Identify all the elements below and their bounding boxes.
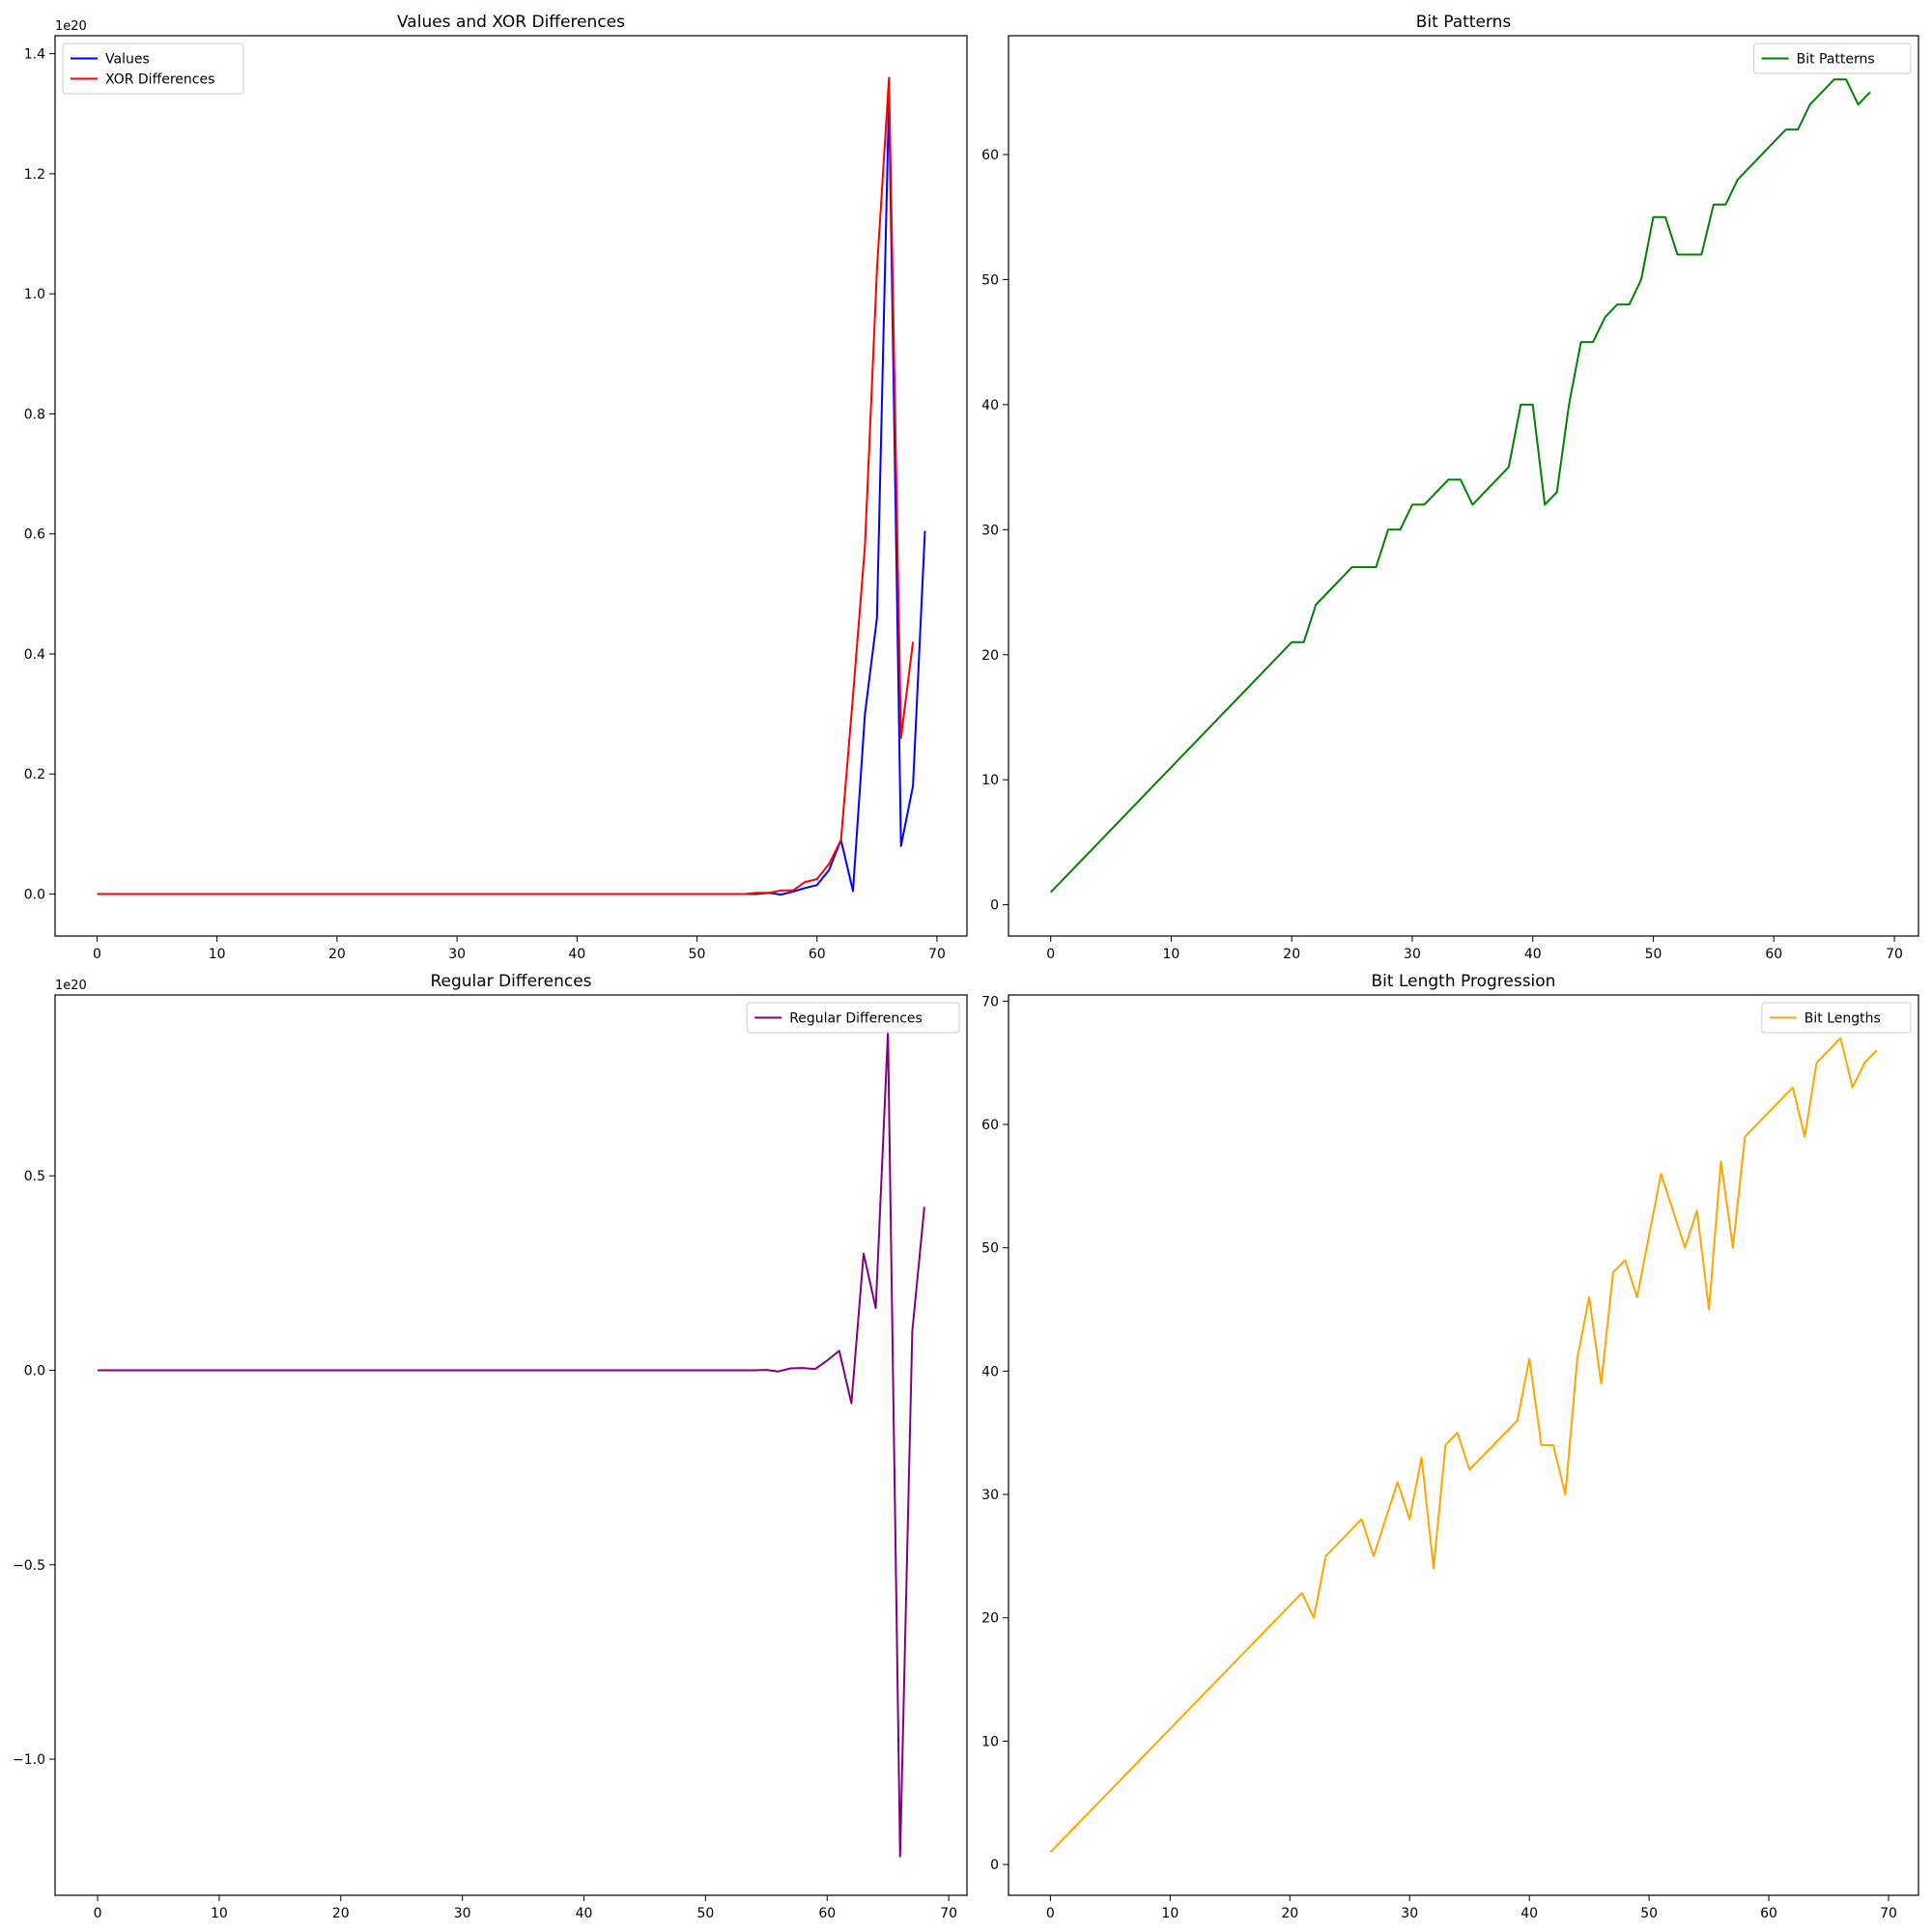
legend-box <box>1753 43 1912 74</box>
x-tick-label: 50 <box>1640 1906 1658 1921</box>
x-tick-label: 20 <box>1281 1906 1298 1921</box>
axis-offset-label: 1e20 <box>55 979 87 993</box>
x-tick-label: 10 <box>211 1906 228 1921</box>
y-tick-label: 0.2 <box>24 767 45 782</box>
y-tick-label: 0 <box>990 1858 999 1873</box>
axes-frame <box>54 35 968 937</box>
chart-title: Bit Patterns <box>1416 13 1512 32</box>
subplot-3: Regular Differences 1e20 0 10 20 30 40 50 60 70 −1… <box>13 972 968 1921</box>
y-tick-label: 1.0 <box>24 287 45 302</box>
x-tick-label: 60 <box>818 1906 836 1921</box>
subplot-2: Bit Patterns 0 10 20 30 40 50 60 70 0 10 20 30 40 50 60… <box>981 13 1919 962</box>
y-tick-label: 0.0 <box>24 888 45 903</box>
legend-label: Bit Lengths <box>1804 1011 1881 1027</box>
y-tick-label: 50 <box>981 1241 999 1257</box>
subplot-1: Values and XOR Differences 1e20 0 10 20 30 40 5… <box>24 13 968 962</box>
y-tick-label: 40 <box>981 1364 999 1379</box>
legend-box <box>746 1002 960 1034</box>
legend-label: Values <box>105 52 150 68</box>
x-tick-label: 0 <box>1046 1906 1055 1921</box>
y-tick-label: 1.2 <box>24 167 45 183</box>
x-tick-label: 10 <box>1163 947 1180 962</box>
chart-title: Regular Differences <box>430 972 591 991</box>
legend-label: XOR Differences <box>105 72 214 88</box>
x-tick-label: 20 <box>328 947 346 962</box>
x-tick-label: 40 <box>576 1906 593 1921</box>
y-tick-label: 30 <box>981 1488 999 1503</box>
x-tick-label: 70 <box>928 947 946 962</box>
series-line-values <box>97 95 926 896</box>
legend: Bit Patterns <box>1753 43 1912 74</box>
legend: Regular Differences <box>746 1002 960 1034</box>
x-tick-label: 20 <box>332 1906 350 1921</box>
y-tick-label: 10 <box>981 1734 999 1749</box>
series-line-xor-differences <box>97 76 915 895</box>
y-tick-label: 0.5 <box>24 1169 45 1184</box>
x-tick-label: 70 <box>1880 1906 1897 1921</box>
axes-frame <box>1008 994 1919 1896</box>
x-tick-label: 60 <box>809 947 826 962</box>
y-tick-label: −0.5 <box>13 1558 45 1574</box>
legend-box <box>62 43 244 95</box>
legend-label: Regular Differences <box>789 1011 923 1027</box>
x-tick-label: 40 <box>1524 947 1542 962</box>
x-tick-label: 30 <box>454 1906 471 1921</box>
series-line-regular-differences <box>98 1031 925 1858</box>
x-tick-label: 70 <box>1886 947 1903 962</box>
x-tick-label: 30 <box>448 947 466 962</box>
y-tick-label: 20 <box>981 1611 999 1627</box>
x-tick-label: 0 <box>1046 947 1055 962</box>
y-tick-label: 10 <box>981 773 999 788</box>
y-tick-label: −1.0 <box>13 1752 45 1768</box>
x-tick-label: 30 <box>1401 1906 1418 1921</box>
subplot-4: Bit Length Progression 0 10 20 30 40 50 60 70 0 10… <box>981 972 1919 1921</box>
x-tick-label: 40 <box>1520 1906 1538 1921</box>
x-tick-label: 50 <box>696 1906 714 1921</box>
y-tick-label: 0.6 <box>24 527 45 543</box>
x-tick-label: 60 <box>1765 947 1782 962</box>
y-tick-label: 60 <box>981 148 999 163</box>
legend: Values XOR Differences <box>62 43 244 95</box>
series-line-bit-lengths <box>1049 1037 1878 1853</box>
y-tick-label: 40 <box>981 398 999 413</box>
y-tick-label: 0 <box>990 898 999 914</box>
x-tick-label: 50 <box>689 947 706 962</box>
chart-title: Values and XOR Differences <box>397 13 625 32</box>
x-tick-label: 40 <box>568 947 585 962</box>
chart-title: Bit Length Progression <box>1372 972 1556 991</box>
y-tick-label: 20 <box>981 648 999 664</box>
x-tick-label: 0 <box>93 947 101 962</box>
x-tick-label: 30 <box>1404 947 1421 962</box>
y-tick-label: 0.0 <box>24 1364 45 1379</box>
x-tick-label: 50 <box>1645 947 1662 962</box>
x-tick-label: 70 <box>940 1906 957 1921</box>
y-tick-label: 30 <box>981 523 999 538</box>
legend-box <box>1761 1002 1912 1034</box>
x-tick-label: 10 <box>209 947 226 962</box>
y-tick-label: 60 <box>981 1118 999 1133</box>
series-line-bit-patterns <box>1049 78 1871 894</box>
legend-label: Bit Patterns <box>1797 52 1875 68</box>
axes-frame <box>1008 35 1919 937</box>
y-tick-label: 50 <box>981 272 999 288</box>
x-tick-label: 10 <box>1161 1906 1179 1921</box>
axes-frame <box>54 994 968 1896</box>
x-tick-label: 20 <box>1283 947 1300 962</box>
x-tick-label: 60 <box>1760 1906 1777 1921</box>
x-tick-label: 0 <box>94 1906 102 1921</box>
y-tick-label: 0.8 <box>24 407 45 422</box>
y-tick-label: 70 <box>981 994 999 1009</box>
axis-offset-label: 1e20 <box>55 19 87 34</box>
y-tick-label: 1.4 <box>24 47 45 63</box>
legend: Bit Lengths <box>1761 1002 1912 1034</box>
y-tick-label: 0.4 <box>24 647 45 663</box>
